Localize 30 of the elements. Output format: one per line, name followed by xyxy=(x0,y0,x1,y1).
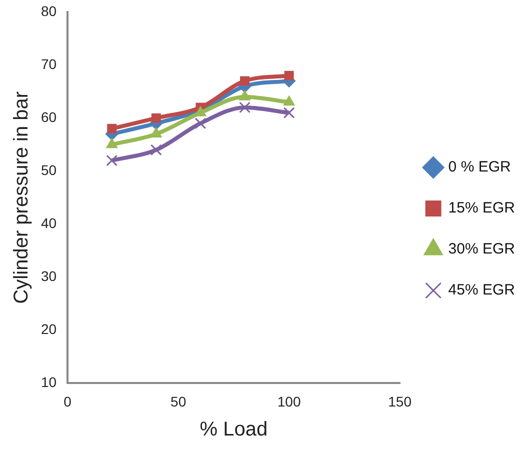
point xyxy=(283,96,295,106)
y-tick-label: 60 xyxy=(40,108,57,125)
point xyxy=(106,154,118,166)
legend-label: 15% EGR xyxy=(448,200,516,217)
point xyxy=(240,76,250,86)
legend-label: 0 % EGR xyxy=(448,158,511,176)
point xyxy=(283,107,295,118)
x-tick-label: 100 xyxy=(277,393,301,410)
y-tick-label: 80 xyxy=(40,2,57,19)
y-axis-title: Cylinder pressure in bar xyxy=(10,91,33,304)
legend-label: 45% EGR xyxy=(448,282,516,299)
point xyxy=(239,102,250,114)
y-tick-label: 70 xyxy=(40,56,57,72)
y-tick-label: 10 xyxy=(40,374,57,390)
point xyxy=(106,138,118,148)
point xyxy=(150,144,162,156)
x-tick-label: 150 xyxy=(388,393,412,410)
y-tick-label: 20 xyxy=(40,321,57,338)
y-tick-label: 40 xyxy=(40,214,57,231)
x-tick-label: 50 xyxy=(170,393,186,410)
point xyxy=(239,90,250,100)
legend-label: 30% EGR xyxy=(448,240,516,258)
y-tick-label: 50 xyxy=(40,162,57,178)
point xyxy=(284,70,294,80)
point xyxy=(107,124,117,134)
point xyxy=(151,113,161,123)
y-tick-label: 30 xyxy=(40,268,57,284)
point xyxy=(194,118,206,130)
x-tick-label: 0 xyxy=(64,393,72,410)
x-axis-title: % Load xyxy=(200,418,268,441)
